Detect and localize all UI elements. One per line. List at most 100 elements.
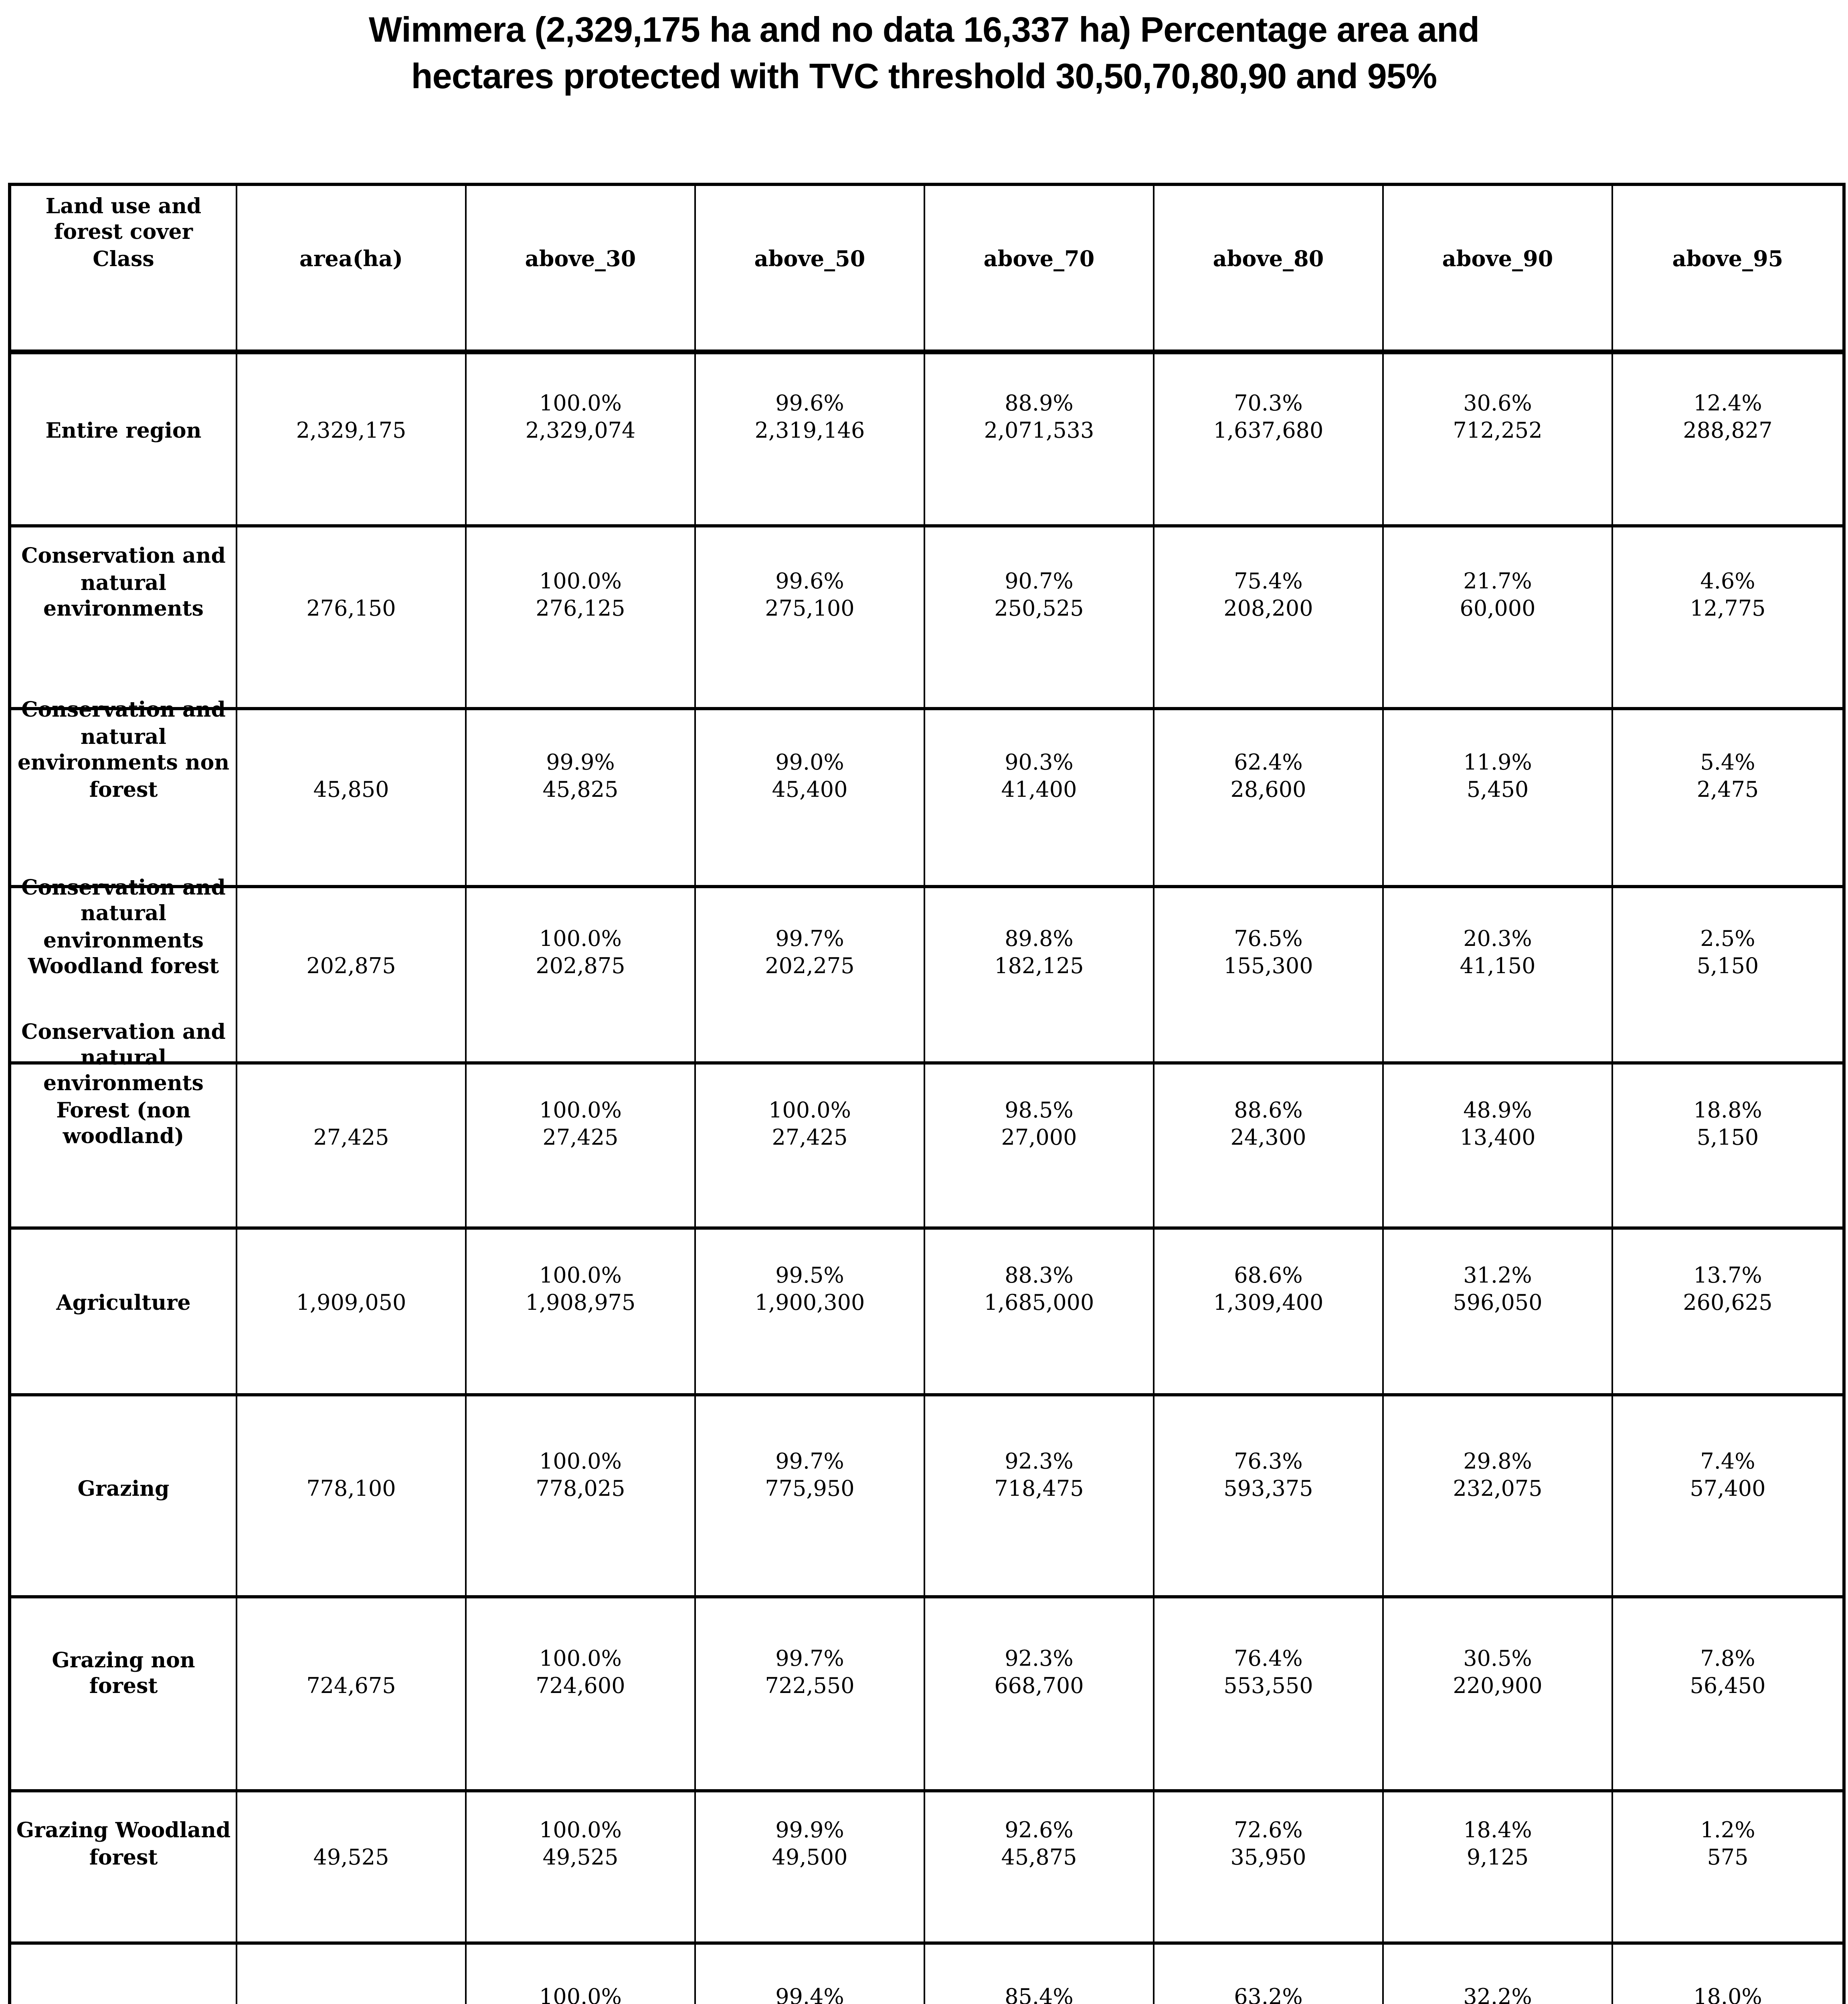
area-cell: 45,850 [237, 710, 467, 885]
value-cell-text: 72.6% 35,950 [1230, 1818, 1306, 1871]
value-cell-text: 100.0% 778,025 [536, 1449, 625, 1502]
row-label-cell: Grazing [11, 1396, 237, 1595]
column-header: Land use and forest cover Class [11, 186, 237, 349]
value-cell: 18.8% 5,150 [1613, 1065, 1842, 1226]
table-row: Agriculture 1,909,050 100.0% 1,908,975 99.5… [11, 1230, 1842, 1396]
value-cell-text: 99.6% 2,319,146 [754, 392, 865, 444]
row-label-cell: Conservation and natural environments [11, 527, 237, 707]
area-cell: 1,909,050 [237, 1230, 467, 1393]
value-cell-text: 88.6% 24,300 [1230, 1097, 1306, 1151]
row-label-cell-text: Conservation and natural environments [21, 545, 226, 622]
row-label-cell: Conservation and natural environments Wo… [11, 877, 237, 1061]
area-cell: 778,100 [237, 1396, 467, 1595]
value-cell: 29.8% 232,075 [1384, 1396, 1613, 1595]
value-cell-text: 99.4% 1,119,075 [775, 1985, 844, 2004]
area-cell-text: 2,329,175 [296, 419, 406, 444]
value-cell-text: 99.7% 775,950 [765, 1449, 855, 1502]
area-cell-text: 202,875 [306, 954, 396, 980]
value-cell: 70.3% 1,637,680 [1154, 354, 1384, 524]
column-header: above_80 [1154, 186, 1384, 349]
column-header: area(ha) [237, 186, 467, 349]
row-label-cell: Entire region [11, 354, 237, 524]
row-label-cell-text: Agriculture [56, 1291, 191, 1316]
value-cell: 11.9% 5,450 [1384, 710, 1613, 885]
value-cell-text: 100.0% 2,329,074 [525, 392, 636, 444]
value-cell: 62.4% 28,600 [1154, 710, 1384, 885]
value-cell: 90.7% 250,525 [925, 527, 1154, 707]
value-cell: 100.0% 27,425 [467, 1065, 696, 1226]
value-cell: 99.7% 722,550 [696, 1598, 925, 1789]
value-cell: 76.3% 593,375 [1154, 1396, 1384, 1595]
table-row: Cropping1,125,675 100.0% 1,125,675 99.4% 1… [11, 1945, 1842, 2004]
value-cell: 31.2% 596,050 [1384, 1230, 1613, 1393]
value-cell-text: 30.5% 220,900 [1453, 1647, 1543, 1700]
value-cell-text: 18.4% 9,125 [1463, 1818, 1532, 1871]
value-cell-text: 1.2% 575 [1700, 1818, 1755, 1871]
value-cell: 18.4% 9,125 [1384, 1792, 1613, 1941]
row-label-cell-text: Grazing [77, 1477, 170, 1502]
column-header-text: above_90 [1442, 247, 1553, 273]
value-cell: 99.5% 1,900,300 [696, 1230, 925, 1393]
value-cell: 100.0% 27,425 [696, 1065, 925, 1226]
value-cell: 100.0% 1,908,975 [467, 1230, 696, 1393]
area-cell-text: 27,425 [313, 1125, 389, 1151]
column-header: above_70 [925, 186, 1154, 349]
value-cell: 88.3% 1,685,000 [925, 1230, 1154, 1393]
column-header: above_95 [1613, 186, 1842, 349]
value-cell-text: 100.0% 724,600 [536, 1647, 625, 1700]
column-header-text: above_80 [1213, 247, 1324, 273]
table-row: Conservation and natural environments 276… [11, 527, 1842, 710]
value-cell-text: 31.2% 596,050 [1453, 1263, 1543, 1317]
value-cell-text: 99.7% 722,550 [765, 1647, 855, 1700]
value-cell-text: 75.4% 208,200 [1223, 570, 1313, 623]
value-cell-text: 21.7% 60,000 [1460, 570, 1536, 623]
row-label-cell: Grazing Woodland forest [11, 1792, 237, 1941]
value-cell-text: 4.6% 12,775 [1690, 570, 1766, 623]
column-header-text: above_30 [525, 247, 636, 273]
value-cell-text: 32.2% 362,200 [1463, 1985, 1532, 2004]
area-cell: 27,425 [237, 1065, 467, 1226]
value-cell-text: 99.6% 275,100 [765, 570, 855, 623]
value-cell-text: 76.5% 155,300 [1223, 927, 1313, 980]
value-cell-text: 76.4% 553,550 [1223, 1647, 1313, 1700]
value-cell: 75.4% 208,200 [1154, 527, 1384, 707]
value-cell: 76.4% 553,550 [1154, 1598, 1384, 1789]
area-cell-text: 276,150 [306, 597, 396, 623]
value-cell: 99.7% 202,275 [696, 888, 925, 1061]
table-row: Grazing non forest 724,675 100.0% 724,600 9… [11, 1598, 1842, 1792]
value-cell: 99.9% 49,500 [696, 1792, 925, 1941]
value-cell-text: 13.7% 260,625 [1683, 1263, 1773, 1317]
value-cell-text: 62.4% 28,600 [1230, 750, 1306, 803]
value-cell-text: 99.9% 45,825 [542, 750, 619, 803]
value-cell-text: 100.0% 276,125 [536, 570, 625, 623]
value-cell-text: 89.8% 182,125 [994, 927, 1084, 980]
value-cell-text: 18.0% 202,900 [1693, 1985, 1762, 2004]
value-cell: 100.0% 2,329,074 [467, 354, 696, 524]
value-cell: 99.6% 2,319,146 [696, 354, 925, 524]
value-cell: 90.3% 41,400 [925, 710, 1154, 885]
area-cell: 1,125,675 [237, 1945, 467, 2004]
value-cell: 63.2% 711,350 [1154, 1945, 1384, 2004]
value-cell-text: 2.5% 5,150 [1696, 927, 1759, 980]
table-row: Conservation and natural environments Fo… [11, 1021, 1842, 1230]
value-cell: 92.6% 45,875 [925, 1792, 1154, 1941]
area-cell: 202,875 [237, 888, 467, 1061]
value-cell-text: 100.0% 49,525 [539, 1818, 622, 1871]
value-cell-text: 68.6% 1,309,400 [1213, 1263, 1324, 1317]
value-cell: 92.3% 718,475 [925, 1396, 1154, 1595]
value-cell: 98.5% 27,000 [925, 1065, 1154, 1226]
value-cell: 100.0% 49,525 [467, 1792, 696, 1941]
page-title: Wimmera (2,329,175 ha and no data 16,337… [368, 10, 1480, 96]
value-cell-text: 76.3% 593,375 [1223, 1449, 1313, 1502]
column-header: above_50 [696, 186, 925, 349]
row-label-cell-text: Grazing non forest [52, 1649, 195, 1699]
value-cell-text: 100.0% 1,908,975 [525, 1263, 636, 1317]
value-cell: 30.5% 220,900 [1384, 1598, 1613, 1789]
value-cell: 85.4% 961,325 [925, 1945, 1154, 2004]
value-cell: 20.3% 41,150 [1384, 888, 1613, 1061]
value-cell: 7.8% 56,450 [1613, 1598, 1842, 1789]
row-label-cell: Agriculture [11, 1230, 237, 1393]
value-cell-text: 29.8% 232,075 [1453, 1449, 1543, 1502]
value-cell: 76.5% 155,300 [1154, 888, 1384, 1061]
row-label-cell-text: Grazing Woodland forest [16, 1820, 231, 1871]
